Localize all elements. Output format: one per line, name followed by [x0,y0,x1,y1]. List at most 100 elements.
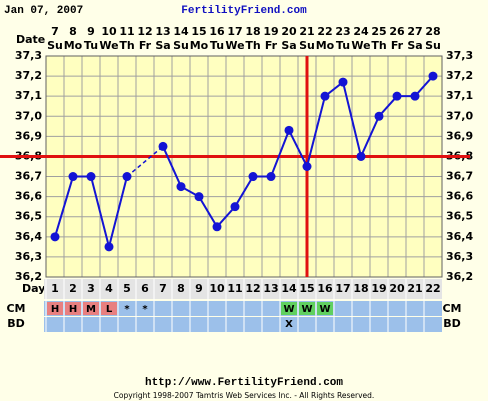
y-tick-label: 37,1 [15,89,42,102]
bd-label: BD [7,317,25,330]
weekday-label: Su [47,39,63,52]
temperature-point [428,71,438,81]
temperature-point [158,141,168,151]
date-label: 16 [209,25,225,38]
plot-border [45,55,443,278]
day-number: 11 [227,282,242,295]
weekday-label: Fr [139,39,152,52]
day-number: 9 [195,282,203,295]
date-label: 23 [335,25,350,38]
weekday-label: Mo [64,39,83,52]
y-tick-label: 37,0 [15,109,42,122]
date-label: 7 [51,25,59,38]
footer-url: http://www.FertilityFriend.com [145,377,343,389]
y-tick-label-right: 36,7 [446,170,473,183]
day-number: 12 [245,282,260,295]
temperature-point [68,172,78,182]
bd-row [44,317,442,332]
date-label: 11 [119,25,134,38]
date-label: 19 [263,25,278,38]
y-tick-label-right: 37,3 [446,49,473,62]
weekday-label: Th [371,39,386,52]
temperature-point [50,232,60,242]
date-label: 22 [317,25,332,38]
cm-label: CM [6,302,25,315]
y-tick-label: 36,7 [15,170,42,183]
day-number: 17 [335,282,350,295]
temperature-point [302,162,312,171]
day-number: 7 [159,282,167,295]
cm-value: H [69,304,77,315]
cm-cell [299,302,315,315]
y-tick-label-right: 36,6 [446,190,473,203]
y-tick-label: 36,3 [15,250,42,263]
date-label: 21 [299,25,314,38]
day-number: 22 [425,282,440,295]
temperature-point [230,202,240,212]
weekday-label: We [99,39,118,52]
weekday-label: Sa [155,39,170,52]
y-tick-label-right: 36,5 [446,210,473,223]
date-label: 15 [191,25,206,38]
y-tick-label: 36,2 [15,270,42,283]
y-tick-label: 37,2 [15,69,42,82]
day-number: 4 [105,282,113,295]
day-number: 16 [317,282,333,295]
temperature-point [212,222,222,232]
y-tick-label-right: 36,9 [446,129,473,142]
cm-row [44,301,442,316]
y-tick-label-right: 37,1 [446,89,473,102]
y-tick-label: 36,6 [15,190,42,203]
cm-value: W [319,304,330,315]
date-label: 17 [227,25,242,38]
date-label: 10 [101,25,117,38]
day-number: 3 [87,282,95,295]
date-label: Jan 07, 2007 [4,5,83,17]
cm-value: W [301,304,312,315]
y-tick-label: 36,5 [15,210,42,223]
date-label: 27 [407,25,422,38]
weekday-label: Th [119,39,134,52]
weekday-label: Tu [210,39,224,52]
weekday-label: Th [245,39,260,52]
day-number: 5 [123,282,131,295]
weekday-label: Su [173,39,189,52]
weekday-label: Mo [190,39,209,52]
date-label: 13 [155,25,170,38]
y-tick-label-right: 36,3 [446,250,473,263]
date-label: 9 [87,25,95,38]
date-label: 12 [137,25,152,38]
weekday-label: Sa [407,39,422,52]
chart-title: FertilityFriend.com [181,5,307,17]
weekday-label: Mo [316,39,335,52]
cm-value: * [124,304,130,315]
cm-value: H [51,304,59,315]
y-tick-label-right: 37,0 [446,109,473,122]
cm-cell [47,302,63,315]
day-number: 18 [353,282,368,295]
y-tick-label-right: 36,4 [446,230,473,243]
bd-value: X [285,319,293,330]
date-label: 8 [69,25,77,38]
date-label: 14 [173,25,189,38]
weekday-label: We [225,39,244,52]
date-label: 28 [425,25,440,38]
bd-label-right: BD [443,317,461,330]
temperature-point [320,91,330,101]
y-tick-label: 36,4 [15,230,42,243]
temperature-point [410,91,420,101]
cm-value: L [106,304,113,315]
day-number: 10 [209,282,225,295]
day-number: 19 [371,282,386,295]
cm-value: * [142,304,148,315]
day-number: 15 [299,282,314,295]
day-number: 14 [281,282,297,295]
date-axis-label: Date [16,33,45,46]
temperature-line [162,75,434,229]
temperature-point [86,172,96,182]
cm-cell [83,302,99,315]
temperature-point [122,172,132,182]
y-tick-label: 37,3 [15,49,42,62]
